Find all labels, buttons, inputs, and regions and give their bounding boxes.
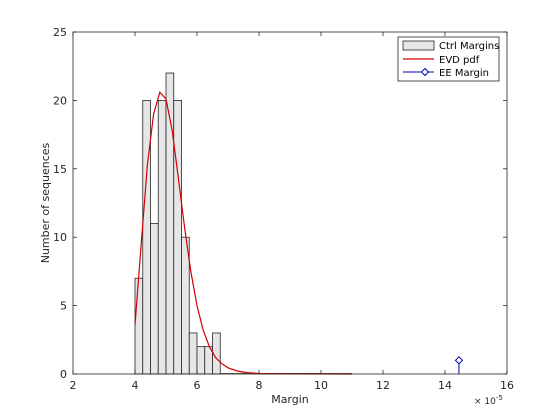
evd-pdf-line: [134, 90, 353, 375]
histogram-bar-2: [150, 223, 159, 375]
histogram-bar-5: [173, 100, 182, 375]
histogram-bar-6: [181, 236, 190, 375]
histogram-bar-8: [196, 346, 206, 375]
y-tick-label-15: 15: [53, 163, 67, 176]
legend-diamond-icon: [420, 67, 430, 77]
x-tick-label-14: 14: [438, 379, 452, 392]
x-tick-label-4: 4: [132, 379, 139, 392]
y-tick-label-0: 0: [60, 368, 67, 381]
legend-label-ee-margin: EE Margin: [439, 68, 489, 79]
x-axis-ticks: 2 4 6 8 10 12 14 16: [70, 32, 514, 392]
x-tick-label-10: 10: [314, 379, 328, 392]
ee-margin-diamond-icon: [454, 356, 464, 365]
histogram-bar-1: [142, 100, 151, 375]
ee-margin-marker-group: [454, 356, 464, 374]
y-axis-ticks: 0 5 10 15 20 25: [53, 26, 507, 381]
histogram-bar-0: [134, 277, 144, 375]
x-tick-label-16: 16: [500, 379, 514, 392]
legend-swatch-ctrl-margins: [402, 40, 435, 51]
x-tick-label-6: 6: [194, 379, 201, 392]
x-tick-label-8: 8: [256, 379, 263, 392]
legend-label-ctrl-margins: Ctrl Margins: [439, 41, 499, 52]
histogram-bar-7: [188, 332, 198, 375]
y-axis-label: Number of sequences: [39, 142, 52, 263]
y-tick-label-25: 25: [53, 26, 67, 39]
x-exponent-label: × 10-5: [474, 394, 503, 407]
x-tick-label-12: 12: [376, 379, 390, 392]
x-exponent-base: × 10: [474, 397, 496, 407]
y-tick-label-20: 20: [53, 94, 67, 107]
x-axis-label: Margin: [271, 393, 309, 406]
plot-frame: [72, 31, 508, 375]
legend-label-evd-pdf: EVD pdf: [439, 55, 480, 66]
legend: Ctrl Margins EVD pdf EE Margin: [397, 36, 500, 82]
y-tick-label-5: 5: [60, 300, 67, 313]
x-tick-label-2: 2: [70, 379, 77, 392]
histogram-bar-3: [157, 100, 167, 375]
x-exponent-power: -5: [496, 394, 503, 402]
y-tick-label-10: 10: [53, 231, 67, 244]
